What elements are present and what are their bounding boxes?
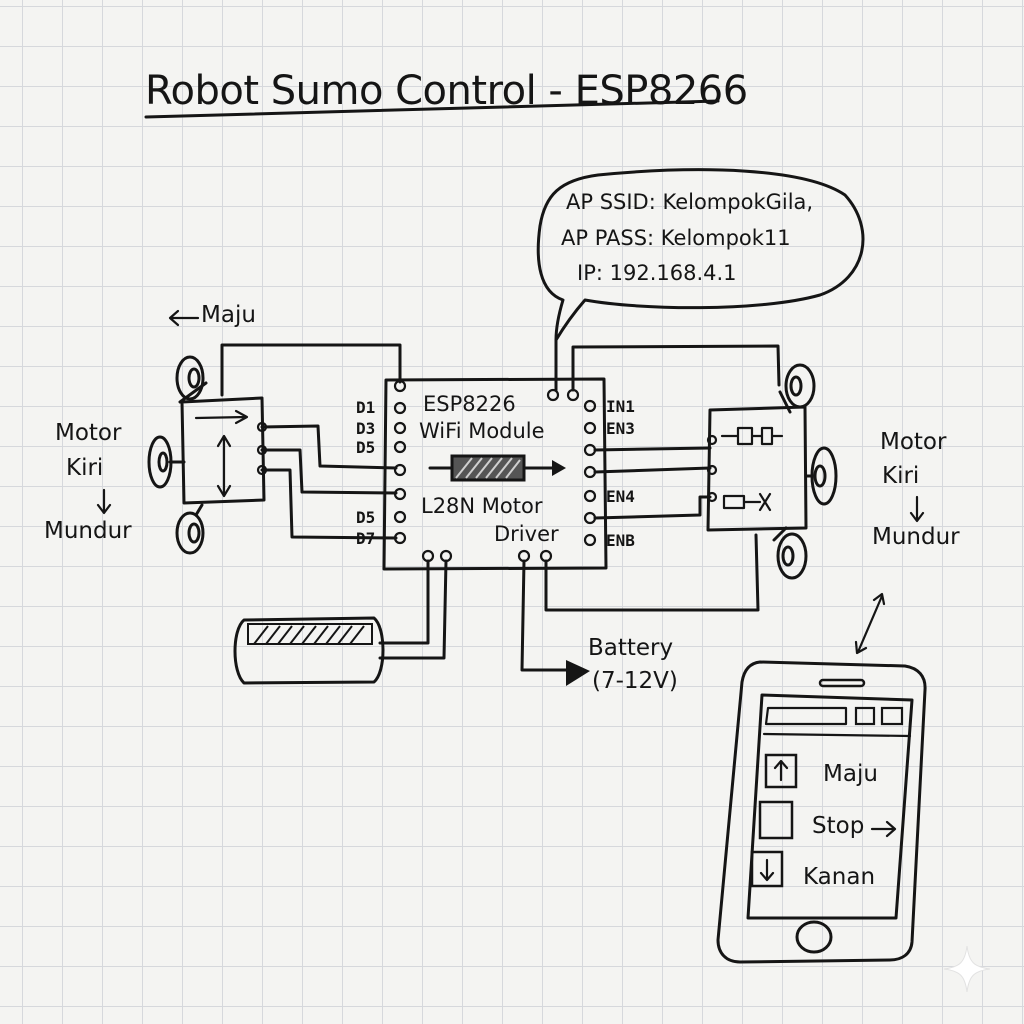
pin-label-d5a: D5	[356, 438, 376, 457]
esp-driver-board	[382, 377, 608, 571]
phone-button-maju[interactable]: Maju	[823, 761, 878, 787]
board-label-esp: ESP8226	[423, 392, 516, 416]
pin-label-d3: D3	[356, 419, 376, 438]
empty-square-icon	[758, 800, 794, 840]
board-left-pins	[393, 379, 407, 545]
stop-arrow-icon	[870, 820, 897, 838]
board-bottom-pins	[421, 549, 553, 563]
board-label-driver2: Driver	[494, 522, 559, 546]
wires	[220, 338, 781, 686]
right-down-arrow-icon	[909, 495, 925, 523]
board-label-wifi: WiFi Module	[419, 419, 545, 443]
right-motor-assembly	[706, 363, 838, 580]
right-mundur-label: Mundur	[872, 524, 960, 550]
pin-label-enb: ENB	[606, 531, 635, 550]
board-label-driver: L28N Motor	[421, 494, 543, 518]
diagram-title: Robot Sumo Control - ESP8266	[145, 68, 748, 114]
title-underline	[144, 99, 720, 119]
battery-label: Battery	[588, 635, 674, 661]
battery-pack	[233, 616, 385, 685]
down-arrow-icon	[750, 850, 784, 888]
left-motor-assembly	[147, 355, 268, 555]
wifi-ssid-text: AP SSID: KelompokGila,	[566, 190, 814, 214]
wifi-ip-text: IP: 192.168.4.1	[577, 261, 737, 285]
board-right-pins	[546, 388, 597, 547]
phone-link-arrow-icon	[854, 592, 886, 655]
left-maju-label: Maju	[201, 302, 256, 328]
left-mundur-label: Mundur	[44, 518, 132, 544]
phone-button-kanan[interactable]: Kanan	[803, 864, 876, 890]
pin-label-en3: EN3	[606, 419, 635, 438]
pin-label-d1: D1	[356, 398, 376, 417]
pin-label-d7: D7	[356, 529, 376, 548]
wifi-pass-text: AP PASS: Kelompok11	[561, 226, 791, 250]
phone-outline	[716, 660, 927, 964]
right-kiri-label: Kiri	[882, 463, 920, 489]
wifi-note-bubble	[536, 168, 865, 342]
chip-component	[428, 454, 566, 482]
phone-button-stop[interactable]: Stop	[812, 813, 865, 839]
left-kiri-label: Kiri	[66, 455, 104, 481]
left-down-arrow-icon	[96, 488, 112, 515]
up-arrow-icon	[764, 753, 798, 789]
battery-voltage-label: (7-12V)	[592, 668, 678, 694]
pin-label-in1: IN1	[606, 397, 635, 416]
right-motor-label: Motor	[880, 429, 947, 455]
sparkle-icon	[943, 945, 991, 993]
pin-label-d5b: D5	[356, 508, 376, 527]
pin-label-en4: EN4	[606, 487, 635, 506]
left-motor-label: Motor	[55, 420, 122, 446]
maju-arrow-icon	[168, 309, 200, 327]
